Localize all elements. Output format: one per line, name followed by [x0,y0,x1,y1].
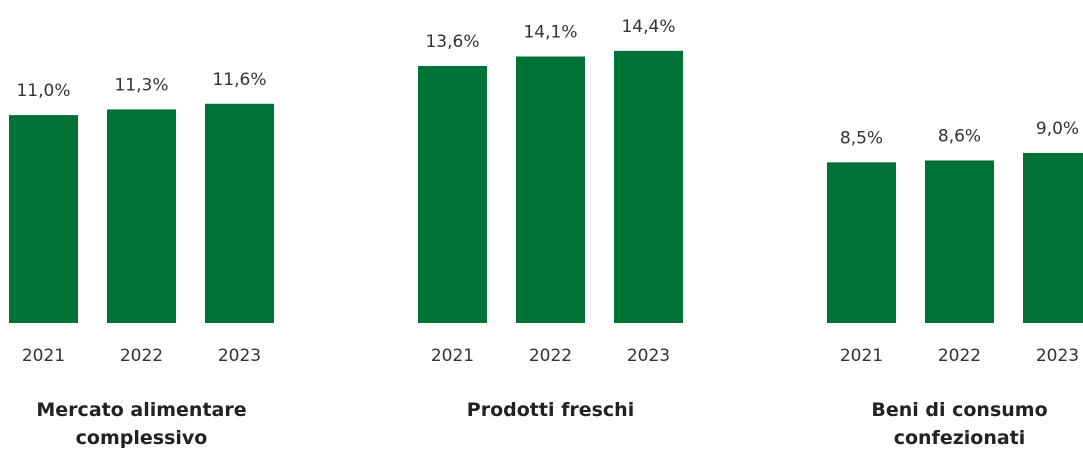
x-tick-label: 2022 [120,346,163,366]
bar [925,160,994,323]
bar [827,162,896,323]
bar [9,115,78,323]
x-tick-label: 2022 [529,346,572,366]
x-tick-label: 2021 [431,346,474,366]
value-label: 8,5% [840,128,883,148]
value-label: 9,0% [1036,119,1079,139]
x-tick-label: 2021 [22,346,65,366]
x-tick-label: 2021 [840,346,883,366]
bar [614,50,683,324]
group-title: Beni di consumo confezionati [871,399,1048,449]
bar [107,109,176,324]
value-label: 14,4% [621,17,675,37]
bar [205,103,274,323]
bar [418,65,487,324]
value-label: 14,1% [523,23,577,43]
group-title: Mercato alimentare complessivo [36,399,247,449]
x-tick-label: 2023 [627,346,670,366]
value-label: 13,6% [425,32,479,52]
bar [1023,152,1083,323]
x-tick-label: 2023 [218,346,261,366]
value-label: 11,6% [212,70,266,90]
value-label: 11,0% [16,81,70,101]
x-tick-label: 2023 [1036,346,1079,366]
x-tick-label: 2022 [938,346,981,366]
group-title: Prodotti freschi [466,399,635,421]
value-label: 11,3% [114,75,168,95]
value-label: 8,6% [938,126,981,146]
bar [516,56,585,323]
